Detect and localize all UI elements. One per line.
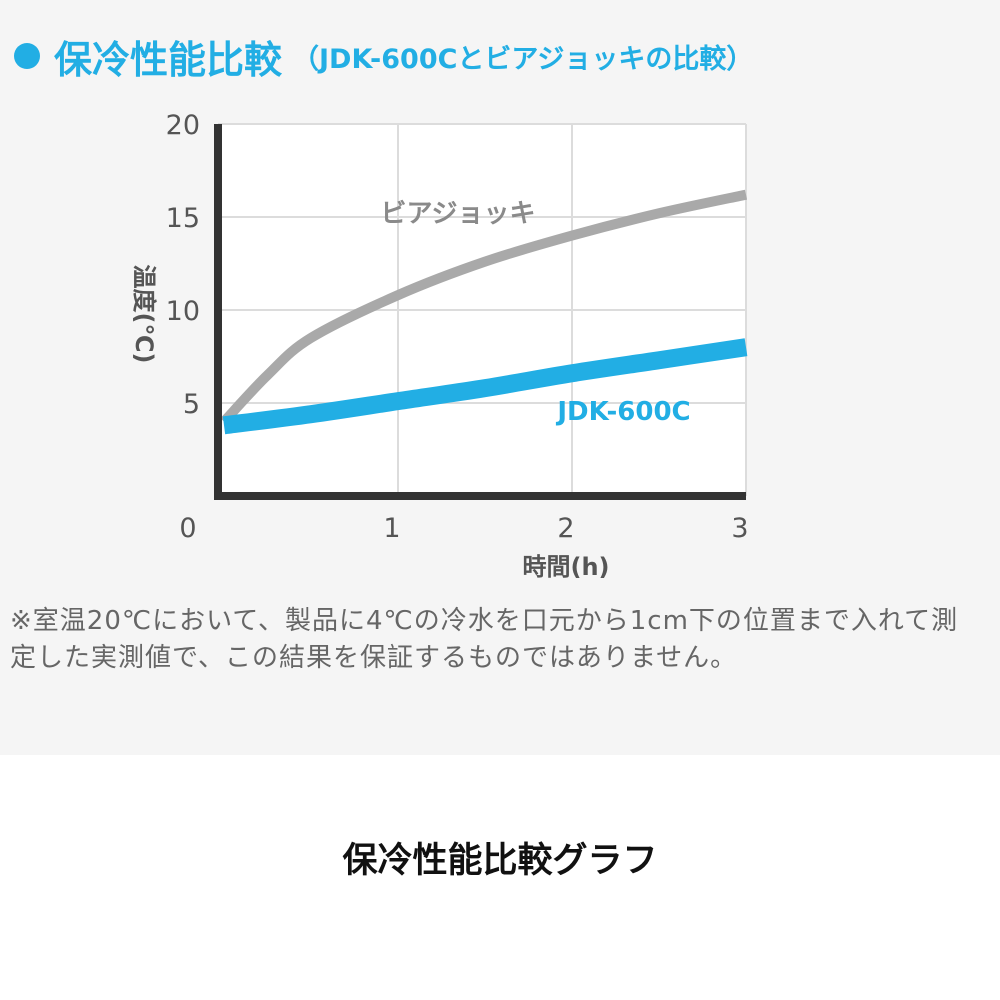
y-tick-labels: 5 10 15 20 [166,110,200,420]
x-axis-title: 時間(h) [522,553,609,581]
series-label-beer-mug: ビアジョッキ [381,199,536,229]
x-tick-label-2: 2 [557,513,574,544]
measurement-note: ※室温20℃において、製品に4℃の冷水を口元から1cm下の位置まで入れて測定した… [10,603,985,677]
line-chart: 0 1 2 3 5 10 15 20 ビアジョッキ JDK-600C 時間(h) 温度(℃) [0,0,1000,600]
series-label-jdk-600c: JDK-600C [555,397,690,427]
y-tick-label-15: 15 [166,203,200,234]
figure-caption: 保冷性能比較グラフ [0,832,1000,883]
y-tick-label-10: 10 [166,296,200,327]
x-tick-label-1: 1 [383,513,400,544]
y-axis-title: 温度(℃) [130,265,158,364]
x-tick-label-3: 3 [731,513,748,544]
y-tick-label-5: 5 [183,389,200,420]
y-tick-label-20: 20 [166,110,200,141]
x-tick-label-0: 0 [179,513,196,544]
x-tick-labels: 0 1 2 3 [179,513,748,544]
